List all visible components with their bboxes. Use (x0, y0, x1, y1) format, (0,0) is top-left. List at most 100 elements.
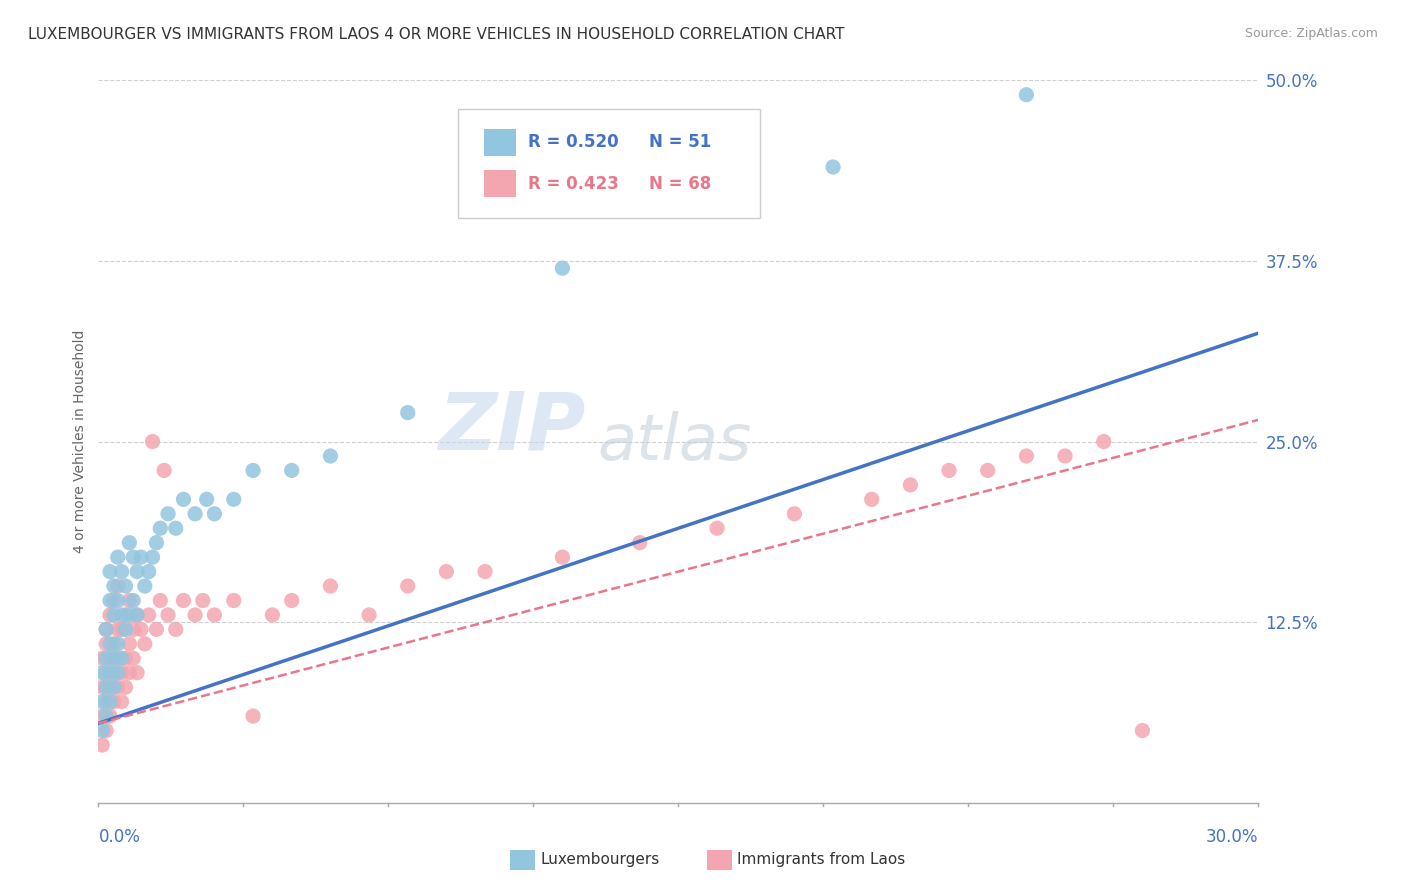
FancyBboxPatch shape (458, 109, 759, 218)
Bar (484, 169, 516, 197)
Point (165, 521, 187, 535)
Point (107, 651, 129, 665)
Point (98, 695, 121, 709)
Point (118, 665, 141, 680)
Point (98, 651, 121, 665)
Point (98, 637, 121, 651)
Point (103, 665, 125, 680)
Point (157, 507, 180, 521)
Point (149, 593, 172, 607)
Point (114, 579, 136, 593)
Point (96, 665, 118, 680)
Point (91, 738, 114, 752)
Point (91, 709, 114, 723)
Point (127, 607, 149, 622)
Text: Luxembourgers: Luxembourgers (541, 853, 659, 867)
Point (103, 651, 125, 665)
Point (628, 535, 651, 549)
Text: N = 51: N = 51 (650, 134, 711, 152)
Point (96, 680, 118, 694)
Point (118, 535, 141, 549)
Point (98, 565, 121, 579)
Y-axis label: 4 or more Vehicles in Household: 4 or more Vehicles in Household (73, 330, 87, 553)
Text: R = 0.520: R = 0.520 (527, 134, 619, 152)
Point (129, 550, 152, 565)
Point (91, 651, 114, 665)
Point (127, 665, 149, 680)
Point (114, 607, 136, 622)
Point (127, 607, 149, 622)
Point (1015, 87, 1038, 102)
Point (122, 550, 145, 565)
Point (281, 593, 304, 607)
Text: R = 0.423: R = 0.423 (527, 175, 619, 193)
Point (103, 637, 125, 651)
Point (111, 607, 132, 622)
Point (938, 463, 960, 477)
Point (96, 723, 118, 738)
Point (396, 579, 419, 593)
Point (191, 593, 214, 607)
Point (222, 593, 245, 607)
Point (122, 623, 145, 637)
Point (134, 637, 156, 651)
Point (242, 709, 264, 723)
Point (141, 434, 165, 449)
Point (204, 607, 226, 622)
Point (114, 651, 136, 665)
Point (98, 709, 121, 723)
Point (172, 492, 194, 507)
Point (91, 680, 114, 694)
Point (96, 623, 118, 637)
Point (319, 449, 342, 463)
Point (551, 261, 574, 276)
Point (114, 680, 136, 694)
Point (107, 579, 129, 593)
Text: 30.0%: 30.0% (1206, 828, 1258, 847)
Text: atlas: atlas (598, 410, 751, 473)
Point (129, 623, 152, 637)
Point (281, 463, 304, 477)
Point (111, 565, 132, 579)
Point (204, 507, 226, 521)
Point (107, 637, 129, 651)
Point (107, 680, 129, 694)
Point (118, 637, 141, 651)
Point (359, 607, 381, 622)
Point (145, 535, 167, 549)
Point (436, 565, 458, 579)
Point (821, 160, 844, 174)
Point (103, 607, 125, 622)
Point (122, 651, 145, 665)
Point (977, 463, 1000, 477)
Point (107, 665, 129, 680)
Point (98, 665, 121, 680)
Point (127, 565, 149, 579)
Point (98, 593, 121, 607)
Point (103, 680, 125, 694)
Point (1054, 449, 1077, 463)
Text: N = 68: N = 68 (650, 175, 711, 193)
Point (111, 651, 132, 665)
Point (551, 550, 574, 565)
Point (474, 565, 496, 579)
Point (242, 463, 264, 477)
Point (195, 492, 218, 507)
Point (1092, 434, 1115, 449)
Point (118, 593, 141, 607)
Point (134, 579, 156, 593)
Point (172, 593, 194, 607)
Point (860, 492, 883, 507)
Point (122, 593, 145, 607)
Point (1132, 723, 1154, 738)
Point (1015, 449, 1038, 463)
Point (165, 623, 187, 637)
Point (114, 623, 136, 637)
Point (107, 550, 129, 565)
Text: Source: ZipAtlas.com: Source: ZipAtlas.com (1244, 27, 1378, 40)
Point (91, 723, 114, 738)
Point (96, 709, 118, 723)
Point (91, 695, 114, 709)
Point (706, 521, 728, 535)
Point (783, 507, 806, 521)
